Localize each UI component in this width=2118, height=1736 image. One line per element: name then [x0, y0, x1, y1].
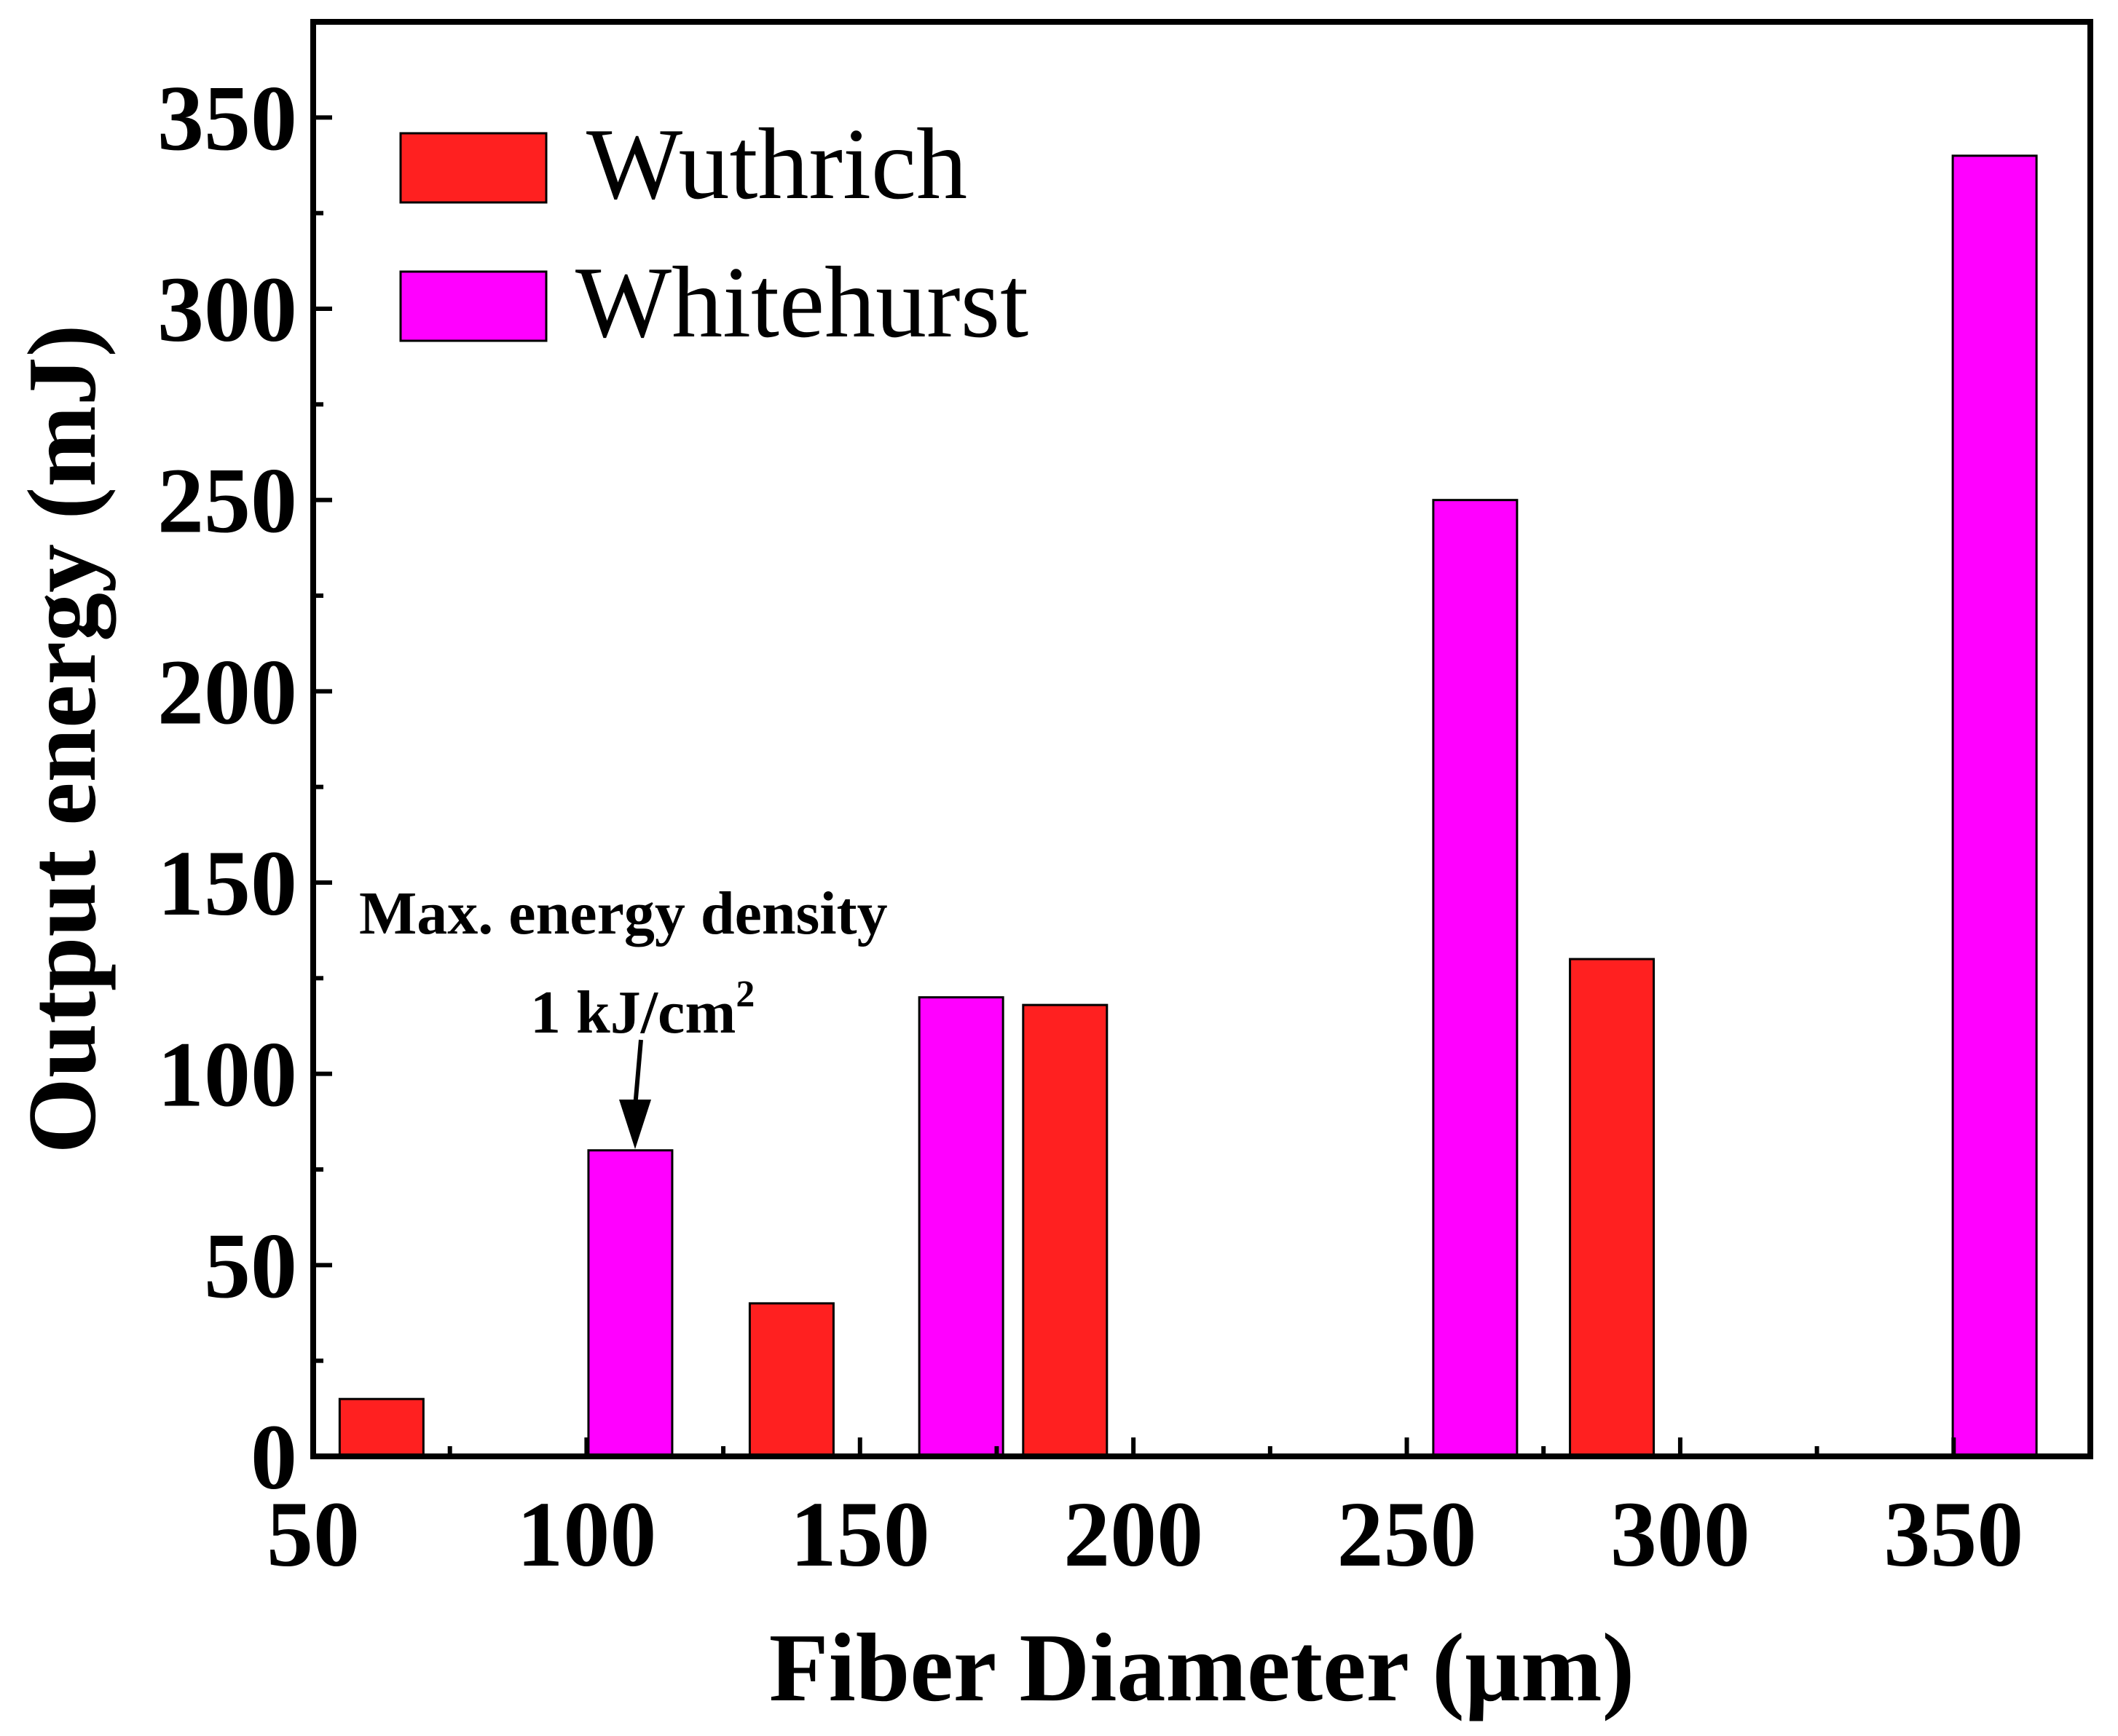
bar-wuthrich-3 — [1569, 958, 1656, 1458]
bar-wuthrich-0 — [338, 1397, 425, 1458]
x-tick-label: 150 — [790, 1483, 930, 1586]
x-tick-label: 200 — [1063, 1483, 1203, 1586]
bar-whitehurst-0 — [587, 1149, 674, 1458]
y-tick-label: 300 — [157, 258, 297, 361]
y-axis-title: Output energy (mJ) — [8, 325, 117, 1154]
x-tick-label: 250 — [1337, 1483, 1477, 1586]
legend: Wuthrich Whitehurst — [399, 108, 1028, 359]
y-tick-label: 200 — [157, 640, 297, 743]
x-tick-label: 100 — [516, 1483, 656, 1586]
y-tick-label: 50 — [204, 1214, 297, 1317]
x-tick-label: 300 — [1610, 1483, 1750, 1586]
annotation-superscript: 2 — [736, 974, 755, 1015]
legend-label-whitehurst: Whitehurst — [575, 246, 1028, 359]
annotation-arrow-head — [619, 1100, 651, 1149]
axis-ticks — [311, 20, 2093, 1459]
annotation-line2: 1 kJ/cm2 — [530, 974, 755, 1046]
annotation-unit: 1 kJ/cm — [530, 979, 736, 1046]
bar-whitehurst-1 — [918, 996, 1004, 1458]
x-axis-title: Fiber Diameter (µm) — [769, 1614, 1634, 1721]
annotation-arrow-shaft — [633, 1039, 643, 1108]
bar-wuthrich-1 — [748, 1302, 835, 1458]
y-tick-label: 100 — [157, 1023, 297, 1127]
bar-wuthrich-2 — [1022, 1003, 1109, 1458]
y-tick-label: 250 — [157, 449, 297, 553]
bars-layer — [338, 154, 2038, 1458]
plot-frame — [310, 19, 2093, 1459]
x-tick-label: 350 — [1883, 1483, 2023, 1586]
bar-whitehurst-2 — [1432, 499, 1519, 1458]
legend-swatch-wuthrich — [399, 132, 548, 204]
legend-label-wuthrich: Wuthrich — [586, 108, 967, 221]
y-tick-label: 350 — [157, 66, 297, 170]
y-tick-label: 150 — [157, 832, 297, 935]
x-tick-label: 50 — [267, 1483, 360, 1586]
y-tick-label: 0 — [251, 1405, 297, 1509]
annotation: Max. energy density 1 kJ/cm2 — [359, 880, 888, 1149]
legend-swatch-whitehurst — [399, 270, 548, 342]
annotation-line1: Max. energy density — [359, 880, 888, 947]
bar-whitehurst-3 — [1951, 154, 2038, 1458]
